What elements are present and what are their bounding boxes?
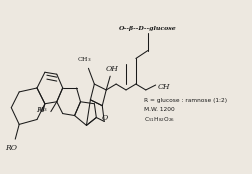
Text: OH: OH bbox=[105, 65, 118, 73]
Text: O--β--D--glucose: O--β--D--glucose bbox=[118, 26, 176, 31]
Text: H$_3$: H$_3$ bbox=[38, 105, 48, 114]
Text: M.W. 1200: M.W. 1200 bbox=[143, 107, 174, 112]
Text: CH: CH bbox=[157, 83, 170, 91]
Text: R = glucose : ramnose (1:2): R = glucose : ramnose (1:2) bbox=[143, 98, 226, 103]
Text: RO: RO bbox=[5, 144, 17, 152]
Text: H: H bbox=[36, 106, 42, 114]
Text: C$_{51}$H$_{82}$O$_{26}$: C$_{51}$H$_{82}$O$_{26}$ bbox=[143, 116, 174, 124]
Text: CH$_3$: CH$_3$ bbox=[77, 56, 91, 64]
Text: O: O bbox=[102, 113, 108, 121]
